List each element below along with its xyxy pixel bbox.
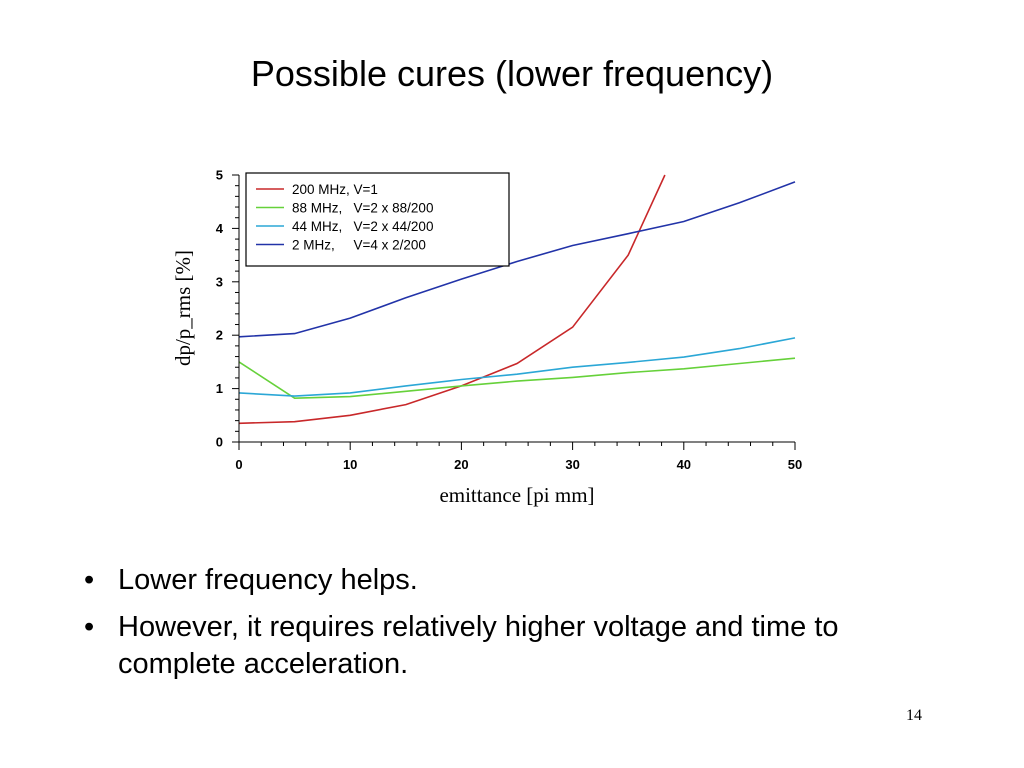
bullet-list: • Lower frequency helps. • However, it r… — [78, 562, 958, 693]
legend-label: 200 MHz, V=1 — [292, 182, 378, 197]
bullet-dot-icon: • — [84, 564, 95, 596]
y-axis-label: dp/p_rms [%] — [171, 250, 195, 366]
x-tick-label: 0 — [235, 457, 242, 472]
bullet-item: • However, it requires relatively higher… — [78, 609, 958, 683]
x-tick-label: 40 — [677, 457, 691, 472]
legend-label: 44 MHz, V=2 x 44/200 — [292, 219, 433, 234]
legend-box — [245, 172, 510, 267]
series-line-3 — [238, 181, 796, 338]
legend-label: 88 MHz, V=2 x 88/200 — [292, 201, 433, 216]
x-axis-label: emittance [pi mm] — [439, 483, 594, 507]
x-tick-label: 30 — [565, 457, 579, 472]
x-tick-label: 50 — [788, 457, 802, 472]
x-tick-label: 10 — [343, 457, 357, 472]
y-tick-label: 2 — [216, 328, 223, 343]
bullet-text: However, it requires relatively higher v… — [118, 611, 839, 680]
chart-legend: 200 MHz, V=1 88 MHz, V=2 x 88/200 44 MHz, … — [245, 172, 510, 267]
bullet-item: • Lower frequency helps. — [78, 562, 958, 599]
slide-title: Possible cures (lower frequency) — [250, 53, 774, 94]
y-tick-label: 4 — [216, 221, 224, 236]
page-number: 14 — [906, 707, 922, 724]
bullet-dot-icon: • — [84, 611, 95, 643]
y-tick-label: 0 — [216, 435, 223, 450]
y-tick-label: 3 — [216, 274, 223, 289]
bullet-text: Lower frequency helps. — [118, 564, 418, 596]
legend-label: 2 MHz, V=4 x 2/200 — [292, 238, 426, 253]
series-line-1 — [238, 357, 796, 400]
y-tick-label: 5 — [216, 168, 223, 183]
y-tick-label: 1 — [216, 381, 223, 396]
series-line-2 — [238, 337, 796, 397]
x-tick-label: 20 — [454, 457, 468, 472]
plot-lines — [238, 174, 796, 425]
